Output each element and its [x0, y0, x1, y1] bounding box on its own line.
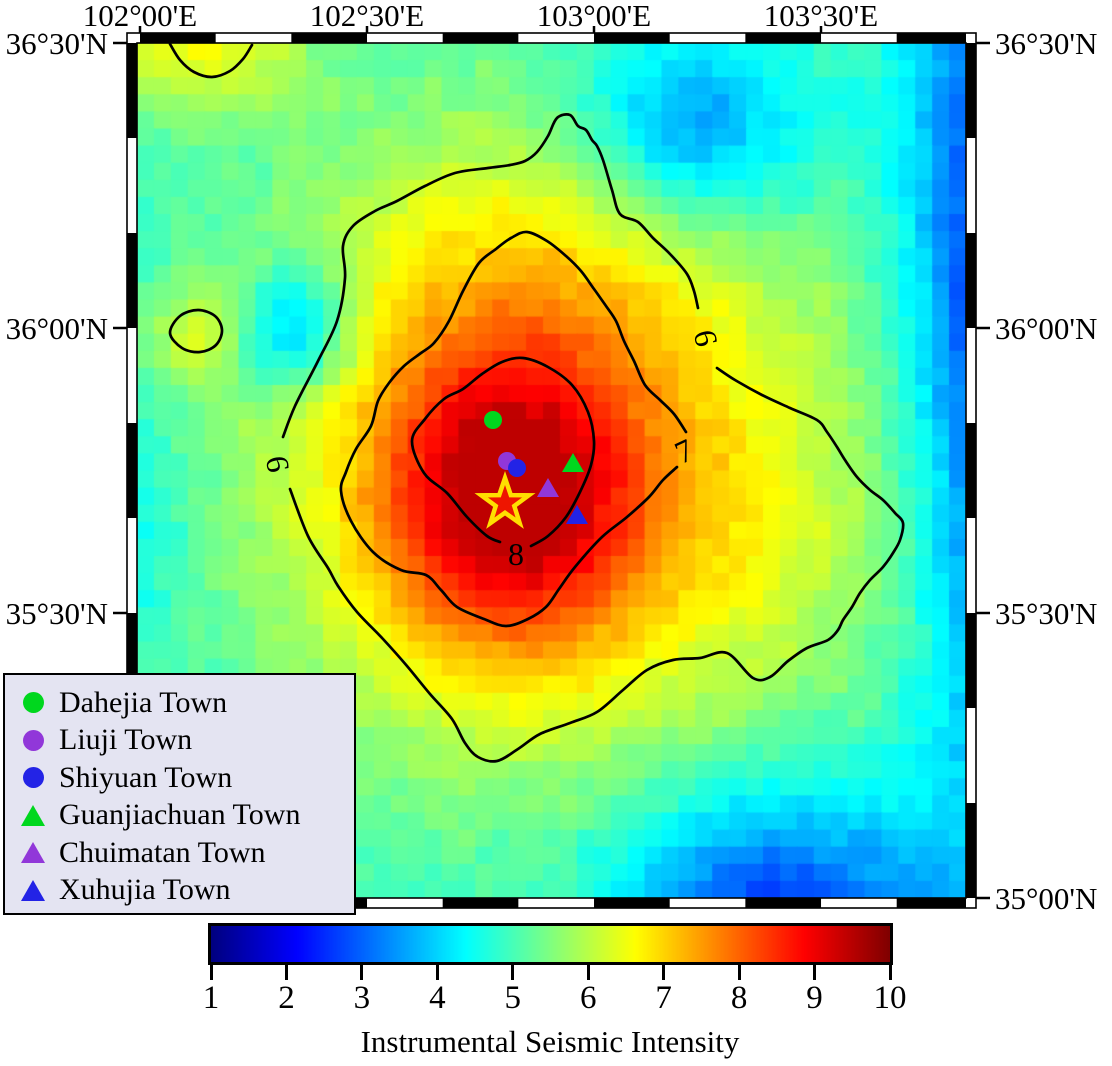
axis-label-latitude: 36°30'N [995, 26, 1097, 61]
legend-item: Dahejia Town [19, 684, 354, 722]
legend-item-label: Dahejia Town [59, 685, 228, 719]
axis-label-longitude: 103°00'E [537, 0, 651, 33]
legend-item: Liuji Town [19, 722, 354, 760]
frame-segment [896, 33, 966, 43]
frame-segment [966, 233, 976, 328]
colorbar-tick [435, 965, 439, 980]
colorbar-tick [737, 965, 741, 980]
colorbar-tick-label: 3 [353, 980, 371, 1016]
frame-segment [127, 423, 137, 518]
frame-band-right [966, 33, 976, 908]
frame-segment [966, 613, 976, 708]
frame-segment [140, 33, 216, 43]
legend-triangle-icon [19, 804, 47, 826]
colorbar-tick-label: 7 [655, 980, 672, 1016]
axis-label-longitude: 103°30'E [764, 0, 878, 33]
colorbar-tick [209, 965, 213, 980]
frame-band-top [127, 33, 976, 43]
colorbar-frame [208, 923, 893, 965]
frame-segment [442, 898, 519, 908]
frame-segment [896, 898, 966, 908]
frame-segment [594, 33, 670, 43]
legend-item-label: Chuimatan Town [59, 835, 266, 869]
colorbar-tick [888, 965, 892, 980]
axis-label-longitude: 102°00'E [83, 0, 197, 33]
frame-segment [442, 33, 519, 43]
frame-segment [127, 43, 137, 138]
marker-shape [22, 729, 44, 751]
axis-label-latitude: 36°00'N [6, 311, 108, 346]
legend-triangle-icon [19, 879, 47, 901]
axis-label-latitude: 35°30'N [6, 596, 108, 631]
frame-segment [966, 43, 976, 138]
colorbar-tick [284, 965, 288, 980]
axis-label-latitude: 36°30'N [6, 26, 108, 61]
colorbar-tick-label: 8 [730, 980, 748, 1016]
legend-circle-icon [19, 692, 47, 714]
marker-shape [22, 767, 44, 789]
frame-segment [745, 33, 822, 43]
legend-triangle-icon [19, 842, 47, 864]
marker-shape [21, 842, 45, 864]
legend-box: Dahejia Town Liuji Town Shiyuan Town Guanji… [3, 673, 356, 915]
colorbar-gradient [211, 926, 890, 962]
colorbar-tick-label: 4 [429, 980, 446, 1016]
legend-item: Xuhujia Town [19, 872, 354, 910]
legend-item-label: Guanjiachuan Town [59, 798, 301, 832]
colorbar-tick [813, 965, 817, 980]
frame-segment [594, 898, 670, 908]
marker-shape [22, 692, 44, 714]
colorbar-tick-label: 2 [278, 980, 295, 1016]
legend-item-label: Liuji Town [59, 723, 193, 757]
axis-label-latitude: 35°30'N [995, 596, 1097, 631]
colorbar-tick-label: 9 [806, 980, 823, 1016]
frame-segment [291, 33, 368, 43]
frame-segment [966, 423, 976, 518]
axis-label-latitude: 35°00'N [995, 881, 1097, 916]
colorbar-tick [662, 965, 666, 980]
colorbar-tick-label: 5 [504, 980, 522, 1016]
axis-label-latitude: 36°00'N [995, 311, 1097, 346]
frame-segment [127, 233, 137, 328]
legend-item: Chuimatan Town [19, 834, 354, 872]
frame-segment [745, 898, 822, 908]
colorbar-tick-label: 6 [579, 980, 597, 1016]
axis-label-longitude: 102°30'E [310, 0, 424, 33]
colorbar-tick [360, 965, 364, 980]
colorbar-tick-label: 10 [873, 980, 907, 1016]
legend-item: Shiyuan Town [19, 759, 354, 797]
colorbar-tick [586, 965, 590, 980]
legend-item-label: Xuhujia Town [59, 873, 231, 907]
colorbar-tick-label: 1 [202, 980, 220, 1016]
legend-item-label: Shiyuan Town [59, 760, 233, 794]
marker-shape [21, 804, 45, 826]
colorbar-title: Instrumental Seismic Intensity [360, 1024, 740, 1059]
legend-circle-icon [19, 767, 47, 789]
legend-circle-icon [19, 729, 47, 751]
legend-item: Guanjiachuan Town [19, 797, 354, 835]
colorbar-tick [511, 965, 515, 980]
marker-shape [21, 879, 45, 901]
frame-segment [966, 803, 976, 898]
